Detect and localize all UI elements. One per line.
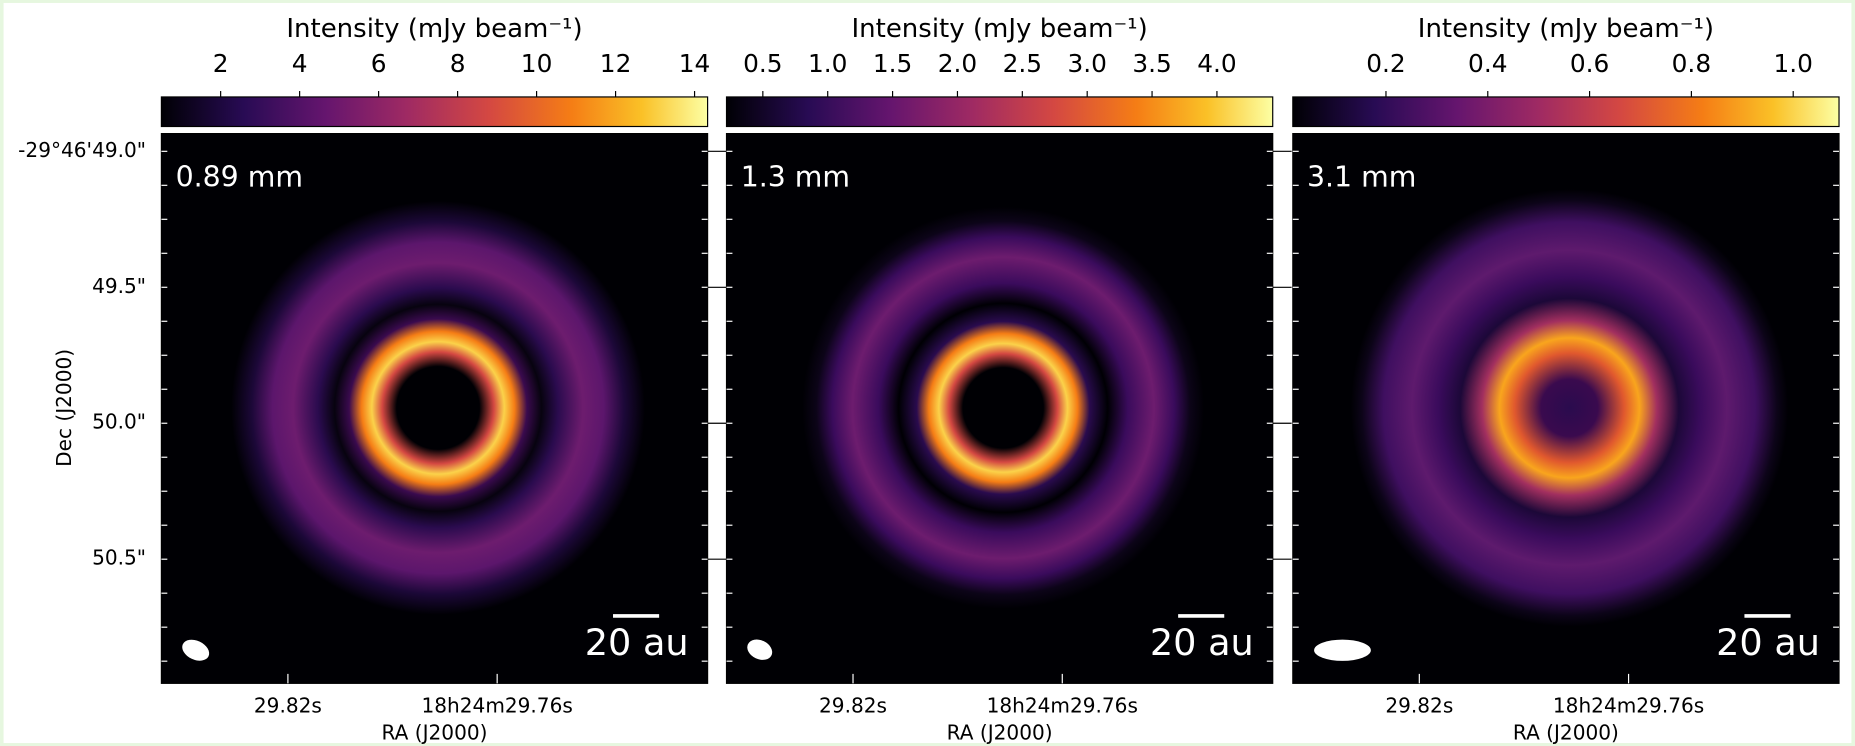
x-tick-label: 18h24m29.76s: [421, 693, 572, 717]
colorbar-tick-label: 0.2: [1366, 49, 1405, 78]
disk-emission: [726, 133, 1273, 684]
x-tick-label: 29.82s: [254, 693, 322, 717]
scale-bar-label: 20 au: [585, 621, 689, 664]
colorbar-tick-label: 2.0: [938, 49, 977, 78]
x-tick-label: 18h24m29.76s: [1553, 693, 1704, 717]
x-axis-label: RA (J2000): [1513, 721, 1619, 745]
colorbar-tick-label: 4: [292, 49, 308, 78]
colorbar-tick-label: 2.5: [1003, 49, 1042, 78]
x-axis-label: RA (J2000): [382, 721, 488, 745]
panel-frame: [725, 133, 1274, 684]
beam: [1314, 639, 1371, 661]
y-tick-label: 50.0": [92, 410, 146, 434]
colorbar-tick-label: 1.5: [873, 49, 912, 78]
y-tick-label: 49.5": [92, 274, 146, 298]
colorbar-tick-label: 12: [600, 49, 632, 78]
colorbar-tick-label: 0.8: [1672, 49, 1711, 78]
x-axis-label: RA (J2000): [947, 721, 1053, 745]
x-tick-label: 29.82s: [819, 693, 887, 717]
colorbar-tick-label: 2: [213, 49, 229, 78]
colorbar-label: Intensity (mJy beam⁻¹): [286, 14, 582, 44]
colorbar-label: Intensity (mJy beam⁻¹): [1418, 14, 1714, 44]
beam: [747, 639, 773, 660]
colorbar-tick-label: 14: [679, 49, 711, 78]
colorbar-tick-label: 3.0: [1067, 49, 1106, 78]
y-tick-label: 50.5": [92, 546, 146, 570]
beam: [182, 639, 210, 661]
disk-emission: [1292, 133, 1840, 684]
disk-emission: [161, 133, 708, 684]
panel-frame: [160, 133, 709, 684]
scale-bar-label: 20 au: [1150, 621, 1254, 664]
scale-bar-label: 20 au: [1716, 621, 1820, 664]
colorbar: [1292, 96, 1840, 128]
y-tick-label: -29°46'49.0": [18, 138, 146, 162]
x-tick-label: 18h24m29.76s: [987, 693, 1138, 717]
panel-frame: [1292, 133, 1840, 684]
colorbar-tick-label: 8: [450, 49, 466, 78]
colorbar-tick-label: 0.5: [743, 49, 782, 78]
colorbar-tick-label: 6: [371, 49, 387, 78]
colorbar-tick-label: 3.5: [1132, 49, 1171, 78]
wavelength-label: 3.1 mm: [1307, 161, 1416, 194]
colorbar-tick-label: 4.0: [1197, 49, 1236, 78]
colorbar: [160, 96, 709, 128]
y-axis-label: Dec (J2000): [52, 349, 76, 467]
wavelength-label: 1.3 mm: [741, 161, 850, 194]
colorbar: [725, 96, 1274, 128]
colorbar-tick-label: 0.6: [1570, 49, 1609, 78]
x-tick-label: 29.82s: [1385, 693, 1453, 717]
colorbar-tick-label: 1.0: [808, 49, 847, 78]
colorbar-label: Intensity (mJy beam⁻¹): [851, 14, 1147, 44]
colorbar-tick-label: 1.0: [1773, 49, 1812, 78]
colorbar-tick-label: 0.4: [1468, 49, 1507, 78]
colorbar-tick-label: 10: [521, 49, 553, 78]
wavelength-label: 0.89 mm: [176, 161, 303, 194]
